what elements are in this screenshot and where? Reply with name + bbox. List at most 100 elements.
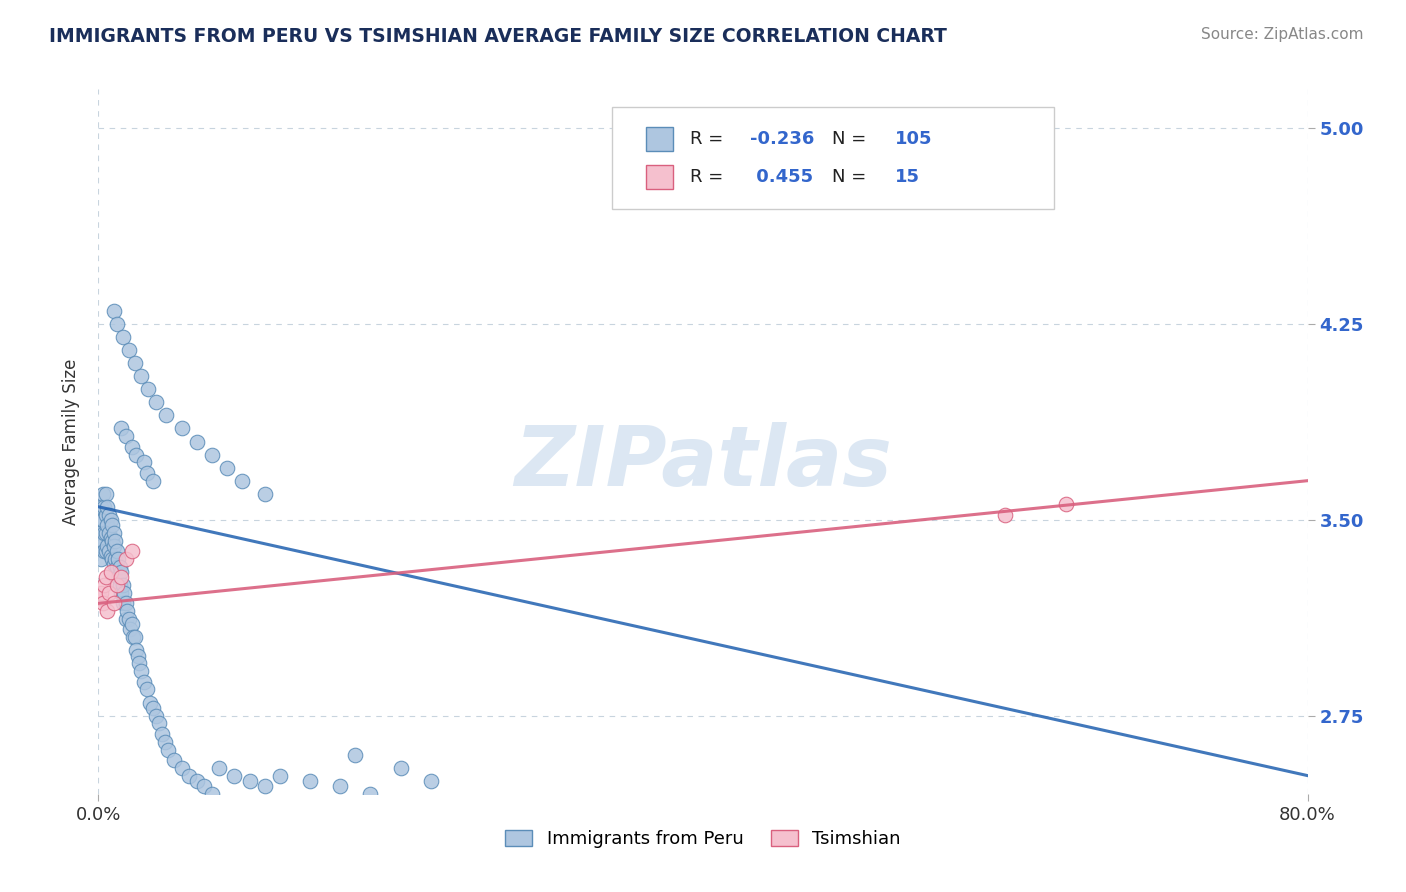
Point (111, 578, 134, 592)
Point (120, 623, 142, 637)
Y-axis label: Average Family Size: Average Family Size (62, 359, 80, 524)
Point (224, 769, 246, 783)
Point (132, 455, 155, 469)
Point (136, 382, 159, 396)
Text: IMMIGRANTS FROM PERU VS TSIMSHIAN AVERAGE FAMILY SIZE CORRELATION CHART: IMMIGRANTS FROM PERU VS TSIMSHIAN AVERAG… (49, 27, 948, 45)
Point (105, 559, 128, 574)
Point (103, 558, 125, 572)
Point (89, 525, 111, 540)
Point (93, 500, 115, 514)
Point (201, 448, 224, 462)
Point (150, 727, 173, 741)
Point (94, 487, 117, 501)
Point (994, 508, 1017, 522)
Point (253, 487, 276, 501)
Point (420, 773, 443, 788)
Point (121, 544, 143, 558)
Point (103, 539, 125, 553)
Point (112, 586, 135, 600)
Point (105, 578, 128, 592)
Point (96, 500, 118, 514)
Point (100, 549, 122, 564)
Point (170, 421, 193, 435)
Point (127, 648, 149, 663)
Point (118, 343, 141, 358)
Text: Source: ZipAtlas.com: Source: ZipAtlas.com (1201, 27, 1364, 42)
Point (90, 500, 112, 514)
Point (108, 559, 131, 574)
FancyBboxPatch shape (647, 165, 673, 189)
Point (145, 395, 167, 409)
Point (91, 596, 114, 610)
Point (98, 525, 121, 540)
Point (193, 779, 215, 793)
Point (98, 544, 121, 558)
Point (105, 317, 128, 331)
Point (115, 604, 138, 618)
Text: N =: N = (832, 168, 872, 186)
Point (101, 533, 124, 548)
Point (110, 421, 132, 435)
Text: 105: 105 (896, 130, 932, 148)
Point (208, 761, 231, 775)
Point (91, 513, 114, 527)
Point (107, 570, 129, 584)
Point (132, 674, 155, 689)
Point (114, 429, 136, 443)
Point (91, 487, 114, 501)
Legend: Immigrants from Peru, Tsimshian: Immigrants from Peru, Tsimshian (498, 822, 908, 855)
Point (125, 448, 148, 462)
Point (110, 570, 132, 584)
Text: 15: 15 (896, 168, 921, 186)
Point (128, 657, 150, 671)
Point (93, 525, 115, 540)
Point (100, 531, 122, 545)
Point (129, 664, 152, 678)
Point (145, 708, 167, 723)
Point (98, 508, 121, 522)
Point (105, 544, 128, 558)
Point (111, 330, 134, 344)
Point (108, 578, 131, 592)
Point (124, 356, 146, 370)
Point (94, 525, 117, 540)
Point (93, 544, 115, 558)
Point (125, 643, 148, 657)
Point (103, 304, 125, 318)
Point (299, 773, 322, 788)
Point (94, 570, 117, 584)
Text: -0.236: -0.236 (751, 130, 814, 148)
Text: R =: R = (690, 168, 728, 186)
Point (104, 552, 127, 566)
Point (148, 716, 170, 731)
Point (186, 434, 208, 449)
Point (153, 734, 176, 748)
Point (103, 596, 125, 610)
Text: N =: N = (832, 130, 872, 148)
Point (360, 787, 382, 801)
Point (142, 700, 165, 714)
Point (93, 578, 115, 592)
Point (201, 787, 224, 801)
Point (121, 617, 143, 632)
Point (94, 544, 117, 558)
Point (114, 596, 136, 610)
Point (90, 586, 112, 600)
Point (114, 612, 136, 626)
Point (89, 513, 111, 527)
Point (124, 630, 146, 644)
FancyBboxPatch shape (613, 107, 1053, 209)
Point (142, 474, 165, 488)
Point (186, 773, 208, 788)
Point (253, 779, 276, 793)
Point (239, 773, 262, 788)
Point (156, 742, 179, 756)
Text: ZIPatlas: ZIPatlas (515, 422, 891, 503)
Point (94, 508, 117, 522)
Point (96, 539, 118, 553)
Point (98, 586, 121, 600)
Point (104, 533, 127, 548)
Point (91, 533, 114, 548)
Point (129, 369, 152, 384)
Point (179, 769, 201, 783)
